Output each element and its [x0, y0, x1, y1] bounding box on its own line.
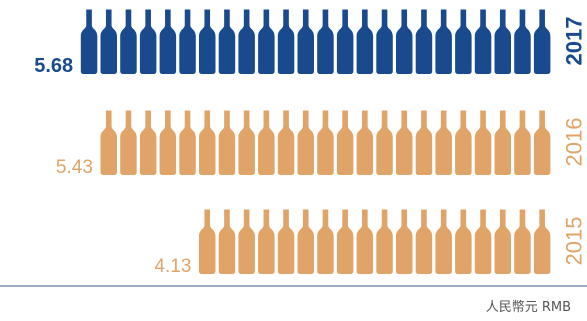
bottle-icon	[474, 110, 492, 175]
bottle-icon	[317, 9, 334, 74]
unit-label: 人民幣元 RMB	[485, 300, 571, 315]
bottle-icon	[159, 110, 177, 175]
bottle-icon	[297, 209, 314, 274]
bottle-icon	[533, 110, 551, 175]
bottle-icon	[159, 9, 177, 74]
bottle-icon	[494, 9, 511, 74]
bottle-icon	[238, 110, 255, 175]
bottle-icon	[435, 209, 452, 274]
bottle-icon	[336, 110, 354, 175]
bottle-icon	[317, 209, 334, 274]
bottle-icon	[514, 110, 531, 175]
bottle-icon	[277, 110, 295, 175]
value-label-2015: 4.13	[154, 256, 191, 277]
bottle-icon	[494, 110, 511, 175]
bottle-icon	[80, 9, 98, 74]
bottle-icon	[514, 9, 531, 74]
bottle-row-2017	[80, 9, 551, 74]
bottle-icon	[494, 209, 511, 274]
bottle-icon	[218, 110, 236, 175]
bottle-icon	[100, 9, 117, 74]
bottle-icon	[238, 9, 255, 74]
bottle-icon	[514, 209, 531, 274]
bottle-icon	[199, 110, 216, 175]
bottle-icon	[415, 209, 433, 274]
bottle-row-2015	[199, 209, 551, 274]
bottle-icon	[474, 209, 492, 274]
bottle-icon	[396, 209, 413, 274]
bottle-icon	[376, 110, 393, 175]
bottle-icon	[474, 9, 492, 74]
year-label-2017: 2017	[562, 17, 587, 66]
bottle-icon	[533, 209, 551, 274]
bottle-icon	[297, 110, 314, 175]
bottle-icon	[356, 9, 374, 74]
bottle-icon	[336, 9, 354, 74]
bottle-icon	[258, 110, 275, 175]
bottle-icon	[415, 9, 433, 74]
bottle-icon	[415, 110, 433, 175]
bottle-icon	[356, 110, 374, 175]
bottle-icon	[218, 209, 236, 274]
bottle-icon	[356, 209, 374, 274]
bottle-icon	[396, 110, 413, 175]
bottle-icon	[120, 110, 137, 175]
bottle-icon	[277, 209, 295, 274]
bottle-icon	[376, 209, 393, 274]
bottle-icon	[455, 9, 472, 74]
bottle-icon	[376, 9, 393, 74]
bottle-icon	[238, 209, 255, 274]
year-label-2015: 2015	[562, 217, 587, 266]
bottle-icon	[179, 110, 196, 175]
bottle-icon	[120, 9, 137, 74]
bottle-icon	[297, 9, 314, 74]
value-label-2017: 5.68	[34, 55, 73, 77]
bottle-icon	[258, 209, 275, 274]
year-label-2016: 2016	[562, 118, 587, 167]
bottle-icon	[435, 9, 452, 74]
bottle-icon	[199, 209, 216, 274]
bottle-row-2016	[100, 110, 551, 175]
bottle-icon	[455, 209, 472, 274]
bottle-icon	[533, 9, 551, 74]
bottle-icon	[435, 110, 452, 175]
bottle-icon	[258, 9, 275, 74]
bottle-icon	[179, 9, 196, 74]
bottle-icon	[139, 110, 157, 175]
bottle-icon	[317, 110, 334, 175]
bottle-icon	[100, 110, 117, 175]
bottle-icon	[396, 9, 413, 74]
value-label-2016: 5.43	[56, 157, 93, 178]
bottle-icon	[455, 110, 472, 175]
bottle-icon	[336, 209, 354, 274]
bottle-icon	[218, 9, 236, 74]
bottle-icon	[277, 9, 295, 74]
bottle-icon	[139, 9, 157, 74]
bottle-icon	[199, 9, 216, 74]
